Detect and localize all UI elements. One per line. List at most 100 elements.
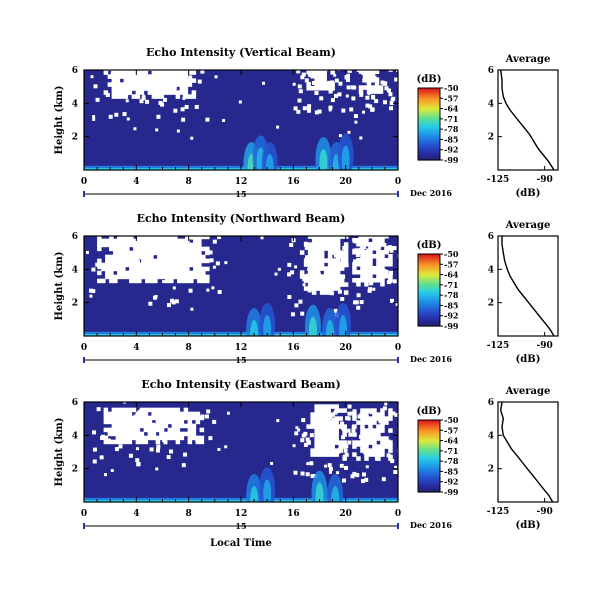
echo-core-center (319, 149, 328, 170)
clear-air-speckle (354, 279, 358, 283)
colorbar-frame (417, 253, 441, 327)
colorbar-frame (417, 87, 441, 161)
colorbar-segment (418, 266, 440, 269)
colorbar-segment (418, 436, 440, 439)
echo-core-center (263, 479, 272, 502)
x-tick-label: 8 (186, 343, 192, 353)
average-x-label: (dB) (516, 354, 541, 365)
colorbar-segment (418, 475, 440, 479)
average-frame (497, 235, 559, 337)
colorbar-tick-label: -78 (444, 290, 459, 300)
colorbar-tick-label: -50 (444, 249, 459, 259)
colorbar-segment (418, 306, 440, 309)
average-x-tick-label: -125 (487, 507, 510, 517)
clear-air-speckle (142, 94, 146, 98)
clear-air-region (88, 236, 222, 308)
clear-air-speckle (387, 439, 391, 443)
clear-air-speckle (323, 287, 327, 291)
colorbar-segment (418, 318, 440, 322)
clear-air-speckle (155, 128, 159, 132)
average-x-tick-label: -125 (487, 175, 510, 185)
x-tick-label: 0 (395, 343, 401, 353)
y-tick-label: 6 (72, 232, 78, 242)
colorbar-unit: (dB) (417, 240, 442, 251)
average-profile-line (500, 69, 555, 171)
average-y-tick-label: 6 (488, 66, 494, 76)
clear-air-speckle (292, 82, 296, 86)
echo-core-center (263, 315, 272, 336)
colorbar-tick-label: -85 (444, 300, 458, 310)
clear-air-speckle (390, 98, 394, 102)
colorbar-segment (418, 111, 440, 114)
colorbar-segment (418, 430, 440, 434)
clear-air-speckle (362, 110, 366, 114)
date-label: Dec 2016 (410, 354, 452, 364)
clear-air-speckle (270, 461, 274, 465)
clear-air-speckle (133, 127, 137, 131)
average-profile-eastward: Average 6 4 2 -125 -90 (dB) (487, 386, 559, 531)
colorbar-segment (418, 434, 440, 437)
average-y-tick-label: 2 (488, 299, 494, 309)
colorbar-segment (418, 154, 440, 157)
average-title: Average (505, 220, 551, 231)
colorbar-segment (418, 151, 440, 154)
clear-air-speckle (260, 236, 264, 240)
clear-air-speckle (172, 423, 176, 427)
colorbar-segment (418, 466, 440, 470)
echo-core-center (325, 320, 334, 336)
colorbar-segment (418, 450, 440, 453)
colorbar-segment (418, 156, 440, 159)
clear-air-speckle (292, 444, 296, 448)
colorbar-segment (418, 158, 440, 161)
colorbar-segment (418, 277, 440, 280)
colorbar-segment (418, 490, 440, 493)
clear-air-speckle (194, 258, 198, 262)
colorbar-segment (418, 438, 440, 441)
colorbar-segment (418, 317, 440, 320)
panel-vertical: Echo Intensity (Vertical Beam) 6 4 2 Height … (54, 46, 559, 199)
heatmap-eastward (84, 402, 398, 502)
colorbar-segment (418, 279, 440, 282)
colorbar-unit: (dB) (417, 74, 442, 85)
x-tick-label: 12 (235, 509, 248, 519)
echo-core-center (265, 154, 274, 170)
colorbar-segment (418, 282, 440, 286)
colorbar-tick-label: -50 (444, 415, 459, 425)
colorbar-segment (418, 122, 440, 125)
clear-air-speckle (329, 416, 333, 420)
clear-air-speckle (125, 99, 129, 103)
clear-air-region (339, 236, 398, 310)
colorbar-segment (418, 129, 440, 132)
average-frame (497, 401, 559, 503)
clear-air-speckle (365, 465, 369, 469)
colorbar-segment (418, 454, 440, 457)
colorbar-segment (418, 109, 440, 112)
clear-air-speckle (394, 465, 398, 469)
clear-air-speckle (331, 417, 335, 421)
clear-air-speckle (307, 267, 311, 271)
y-tick-label: 2 (72, 133, 78, 143)
clear-air-speckle (347, 130, 351, 134)
colorbar-segment (418, 125, 440, 129)
panel-eastward: Echo Intensity (Eastward Beam) 6 4 2 Height … (54, 378, 559, 549)
colorbar-segment (418, 263, 440, 266)
y-tick-label: 4 (72, 431, 78, 441)
x-tick-label: 16 (287, 177, 300, 187)
average-x-tick-label: -90 (537, 175, 553, 185)
clear-air-speckle (383, 418, 387, 422)
colorbar-segment (418, 104, 440, 107)
y-axis-label: Height (km) (54, 252, 65, 321)
average-x-label: (dB) (516, 188, 541, 199)
clear-air-speckle (85, 250, 89, 254)
colorbar-segment (418, 474, 440, 477)
colorbar-segment (418, 468, 440, 471)
colorbar-segment (418, 308, 440, 311)
colorbar-segment (418, 98, 440, 102)
colorbar-segment (418, 284, 440, 287)
clear-air-speckle (222, 119, 226, 123)
clear-air-speckle (333, 254, 337, 258)
clear-air-region (293, 404, 362, 483)
clear-air-speckle (214, 75, 218, 79)
clear-air-speckle (294, 265, 298, 269)
